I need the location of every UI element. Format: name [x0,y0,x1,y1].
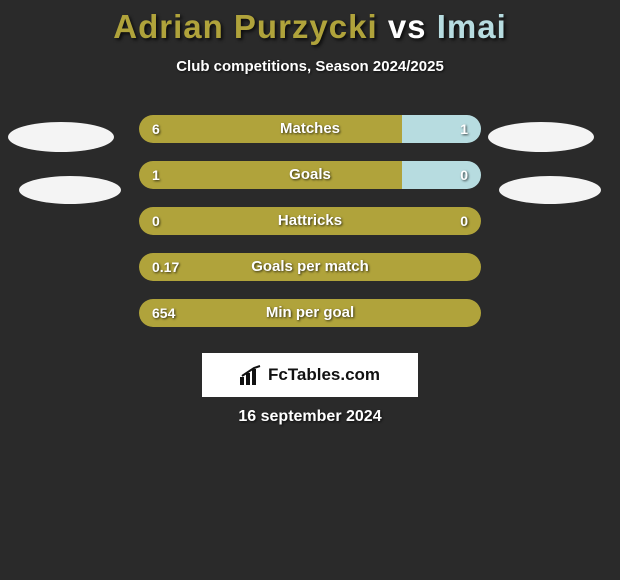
brand-text: FcTables.com [268,365,380,385]
stat-left-value: 1 [152,161,160,189]
stat-row: 0.17 Goals per match [0,253,620,281]
title-right: Imai [437,8,507,45]
decorative-ellipse [19,176,121,204]
stat-right-value: 0 [460,161,468,189]
decorative-ellipse [8,122,114,152]
subtitle: Club competitions, Season 2024/2025 [0,58,620,75]
brand-badge: FcTables.com [202,353,418,397]
stat-right-value: 1 [460,115,468,143]
stat-bar [139,299,481,327]
stat-left-value: 654 [152,299,175,327]
bar-right [402,161,481,189]
bar-right [402,115,481,143]
stat-row: 0 0 Hattricks [0,207,620,235]
stat-left-value: 6 [152,115,160,143]
decorative-ellipse [488,122,594,152]
title-vs: vs [378,8,437,45]
stat-left-value: 0.17 [152,253,179,281]
decorative-ellipse [499,176,601,204]
chart-icon [240,365,262,385]
stat-bar [139,161,481,189]
page-title: Adrian Purzycki vs Imai [0,0,620,46]
bar-left [139,299,481,327]
bar-left [139,207,481,235]
bar-left [139,253,481,281]
date-text: 16 september 2024 [0,408,620,426]
stat-right-value: 0 [460,207,468,235]
stat-bar [139,207,481,235]
stat-bar [139,115,481,143]
title-left: Adrian Purzycki [113,8,377,45]
stat-bar [139,253,481,281]
stat-left-value: 0 [152,207,160,235]
stat-row: 654 Min per goal [0,299,620,327]
bar-left [139,161,402,189]
bar-left [139,115,402,143]
